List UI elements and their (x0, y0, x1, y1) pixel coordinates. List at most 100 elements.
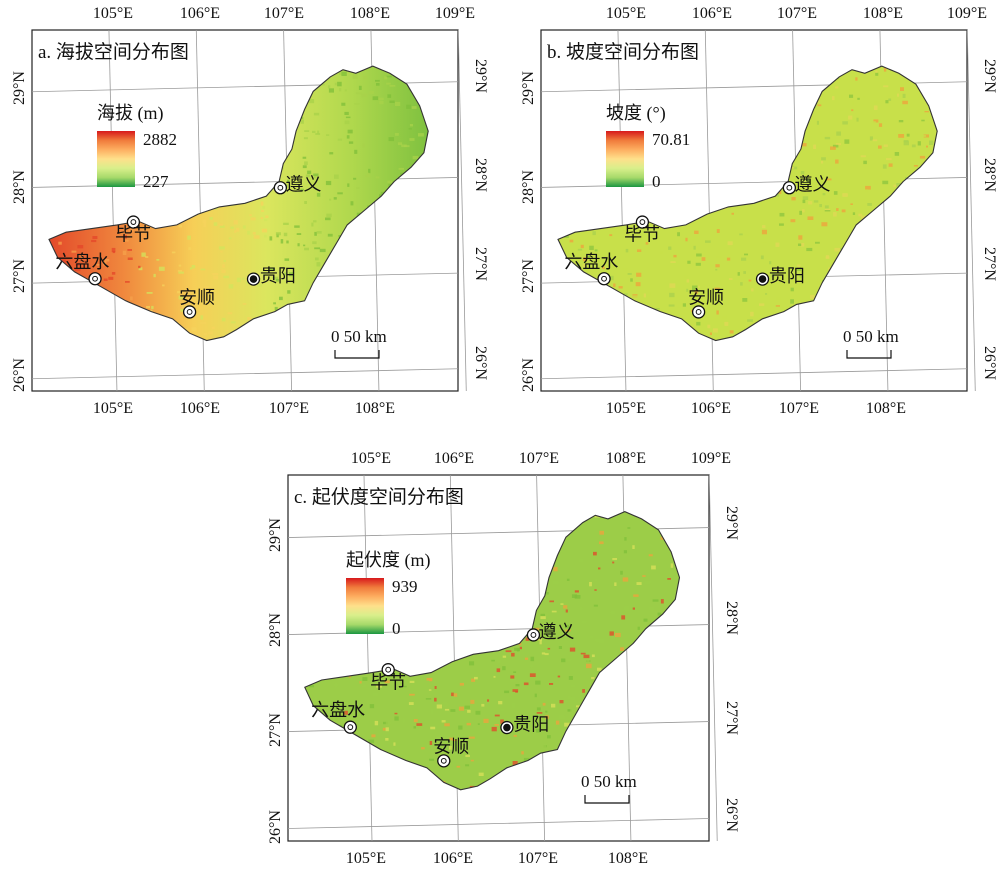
city-dot-icon (347, 724, 354, 731)
raster-cell (863, 95, 866, 99)
raster-cell (799, 210, 802, 215)
province-boundary (48, 65, 429, 342)
raster-cell (897, 93, 899, 97)
raster-cell (779, 212, 785, 217)
raster-cell (593, 551, 597, 556)
raster-cell (219, 223, 223, 226)
raster-cell (775, 242, 780, 247)
raster-cell (798, 235, 803, 240)
raster-cell (502, 666, 506, 671)
raster-cell (798, 243, 802, 246)
raster-cell (797, 266, 802, 271)
raster-cell (314, 697, 317, 702)
raster-cell (386, 82, 391, 85)
raster-cell (352, 74, 358, 79)
lat-label-left: 28°N (520, 170, 537, 204)
raster-cell (814, 257, 817, 260)
city-ring-icon (273, 181, 288, 195)
raster-cell (304, 201, 307, 204)
raster-cell (544, 592, 549, 595)
province-boundary (557, 65, 938, 342)
raster-cell (624, 606, 630, 611)
raster-cell (544, 653, 549, 656)
city-marker-4: 贵阳 (500, 714, 549, 734)
raster-cell (806, 178, 810, 182)
lon-label-bottom: 106°E (180, 400, 220, 417)
raster-cell (222, 264, 225, 268)
raster-cell (158, 266, 165, 271)
raster-cell (867, 203, 872, 206)
city-ring-icon (782, 181, 797, 195)
raster-cell (307, 170, 312, 175)
raster-cell (825, 178, 832, 181)
raster-cell (683, 275, 689, 279)
raster-cell (127, 257, 133, 260)
raster-cell (844, 139, 850, 144)
raster-cell (394, 712, 398, 715)
raster-cell (724, 321, 729, 326)
raster-cell (200, 315, 204, 320)
raster-cell (373, 693, 378, 697)
raster-cell (858, 213, 862, 217)
raster-cell (802, 209, 805, 213)
city-dot-icon (639, 219, 646, 225)
city-label: 贵阳 (769, 266, 805, 286)
raster-cell (491, 726, 497, 732)
raster-cell (808, 201, 813, 205)
city-marker-2: 六盘水 (311, 700, 365, 734)
legend-color-ramp (97, 131, 135, 187)
raster-cell (394, 133, 399, 136)
city-label: 毕节 (624, 224, 660, 244)
raster-cell (916, 110, 920, 114)
raster-cell (221, 269, 226, 274)
raster-cell (247, 317, 252, 321)
raster-cell (869, 136, 873, 141)
raster-cell (878, 145, 882, 149)
raster-cell (870, 121, 876, 125)
raster-cell (181, 305, 188, 309)
raster-cell (345, 116, 351, 119)
raster-cell (865, 185, 871, 190)
raster-cell (313, 220, 317, 223)
panel-title: a. 海拔空间分布图 (38, 41, 189, 63)
raster-cell (712, 328, 718, 333)
lon-label-top: 106°E (692, 5, 732, 22)
raster-cell (512, 761, 518, 766)
city-label: 毕节 (115, 224, 151, 244)
raster-cell (494, 714, 500, 717)
raster-cell (519, 646, 522, 650)
raster-cell (329, 198, 332, 201)
raster-cell (539, 645, 544, 648)
lon-label-bottom: 106°E (691, 400, 731, 417)
raster-cell (540, 616, 546, 620)
raster-cell (840, 107, 844, 112)
raster-cell (426, 677, 433, 681)
raster-cell (821, 157, 826, 161)
raster-cell (610, 611, 616, 614)
raster-cell (122, 250, 127, 255)
raster-cell (624, 293, 628, 296)
raster-cell (146, 292, 153, 294)
lon-label-top: 107°E (519, 450, 559, 467)
raster-cell (153, 273, 156, 278)
raster-cell (834, 247, 841, 252)
raster-cell (347, 183, 350, 187)
raster-cell (395, 101, 401, 106)
raster-cell (279, 296, 283, 301)
raster-cell (316, 192, 321, 197)
raster-cell (521, 751, 524, 755)
lat-label-left: 27°N (520, 259, 537, 293)
raster-cell (203, 222, 207, 227)
city-marker-0: 遵义 (782, 175, 830, 195)
lon-label-top: 105°E (93, 5, 133, 22)
raster-cell (586, 657, 590, 662)
raster-cell (470, 759, 474, 762)
raster-cell (385, 721, 391, 725)
parallel-line (540, 368, 968, 380)
city-dot-icon (440, 757, 447, 764)
raster-cell (359, 681, 362, 684)
raster-cell (594, 249, 598, 252)
raster-cell (328, 88, 334, 93)
city-dot-icon (695, 309, 702, 315)
